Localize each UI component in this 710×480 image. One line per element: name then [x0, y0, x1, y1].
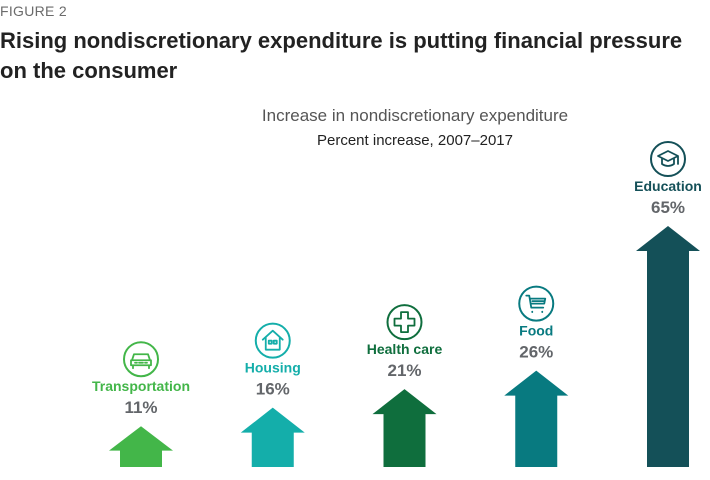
value-label: 65%	[651, 198, 685, 217]
arrow-bar	[636, 226, 700, 467]
value-label: 16%	[256, 380, 290, 399]
value-label: 26%	[519, 343, 553, 362]
value-label: 21%	[387, 361, 421, 380]
graduation-cap-icon	[650, 141, 686, 177]
shopping-cart-icon	[518, 285, 555, 322]
arrow-bar	[240, 407, 305, 467]
arrow-bar	[504, 370, 569, 467]
category-label: Food	[519, 323, 553, 339]
chart-title: Increase in nondiscretionary expenditure	[261, 106, 569, 125]
house-icon	[254, 322, 291, 359]
car-icon	[123, 341, 159, 378]
arrow-group-health-care: 21% Health care	[367, 304, 443, 467]
figure-label: FIGURE 2	[0, 3, 67, 19]
value-label: 11%	[124, 398, 157, 417]
arrow-group-education: 65% Education	[634, 141, 702, 467]
category-label: Health care	[367, 341, 443, 357]
chart-subtitle: Percent increase, 2007–2017	[317, 132, 513, 149]
arrow-bar	[109, 426, 173, 467]
category-label: Housing	[245, 360, 301, 376]
arrow-group-food: 26% Food	[504, 285, 569, 467]
arrow-group-housing: 16% Housing	[240, 322, 305, 467]
arrow-group-transportation: 11% Transportation	[92, 341, 190, 467]
category-label: Transportation	[92, 378, 190, 394]
category-label: Education	[634, 178, 702, 194]
headline: Rising nondiscretionary expenditure is p…	[0, 28, 683, 83]
medical-cross-icon	[386, 304, 423, 341]
arrow-bar	[372, 389, 437, 467]
